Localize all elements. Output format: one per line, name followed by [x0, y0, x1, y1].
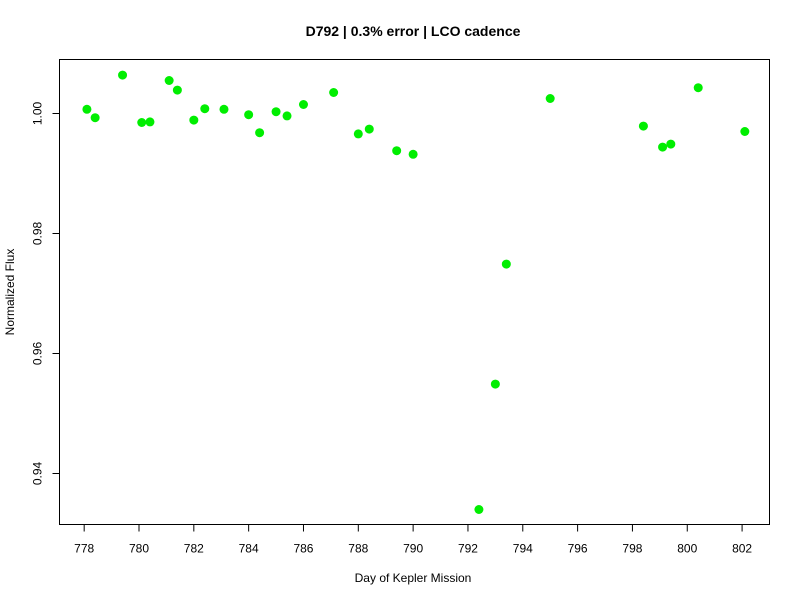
- data-point: [255, 128, 265, 138]
- data-point: [145, 117, 155, 127]
- x-tick-label: 784: [239, 542, 259, 556]
- y-axis-label: Normalized Flux: [3, 249, 17, 336]
- chart-title: D792 | 0.3% error | LCO cadence: [306, 23, 521, 39]
- x-axis: 778 780 782 784 786 788 790 792 794 796 798 800 802: [74, 524, 752, 556]
- data-point: [271, 107, 281, 117]
- data-point: [392, 146, 402, 156]
- x-tick-label: 788: [348, 542, 368, 556]
- x-tick-label: 794: [513, 542, 533, 556]
- data-point: [408, 149, 418, 159]
- data-point: [172, 85, 182, 95]
- data-points: [82, 70, 750, 514]
- y-axis: 0.94 0.96 0.98 1.00: [31, 101, 60, 485]
- data-point: [474, 505, 484, 514]
- x-tick-label: 798: [622, 542, 642, 556]
- data-point: [693, 83, 703, 93]
- data-point: [219, 104, 229, 114]
- data-point: [329, 88, 339, 97]
- data-point: [189, 115, 199, 125]
- x-tick-label: 792: [458, 542, 478, 556]
- x-tick-label: 802: [732, 542, 752, 556]
- y-tick-label: 0.98: [31, 221, 45, 245]
- plot-frame: [59, 59, 770, 525]
- x-tick-label: 782: [184, 542, 204, 556]
- x-axis-label: Day of Kepler Mission: [355, 571, 472, 585]
- data-point: [164, 76, 174, 85]
- y-tick-label: 1.00: [31, 101, 45, 125]
- data-point: [501, 259, 511, 269]
- data-point: [658, 142, 668, 152]
- data-point: [82, 104, 92, 114]
- x-tick-label: 796: [568, 542, 588, 556]
- data-point: [353, 129, 363, 139]
- data-point: [118, 70, 128, 80]
- x-tick-label: 790: [403, 542, 423, 556]
- x-tick-label: 800: [677, 542, 697, 556]
- data-point: [740, 127, 750, 136]
- data-point: [490, 379, 500, 389]
- data-point: [298, 100, 308, 109]
- data-point: [545, 94, 555, 103]
- data-point: [666, 139, 676, 149]
- data-point: [137, 118, 147, 127]
- data-point: [200, 104, 210, 114]
- x-tick-label: 786: [293, 542, 313, 556]
- data-point: [364, 124, 374, 134]
- data-point: [638, 121, 648, 131]
- data-point: [244, 110, 254, 120]
- y-tick-label: 0.96: [31, 341, 45, 365]
- data-point: [282, 111, 292, 121]
- x-tick-label: 780: [129, 542, 149, 556]
- data-point: [90, 113, 100, 123]
- y-tick-label: 0.94: [31, 461, 45, 485]
- x-tick-label: 778: [74, 542, 94, 556]
